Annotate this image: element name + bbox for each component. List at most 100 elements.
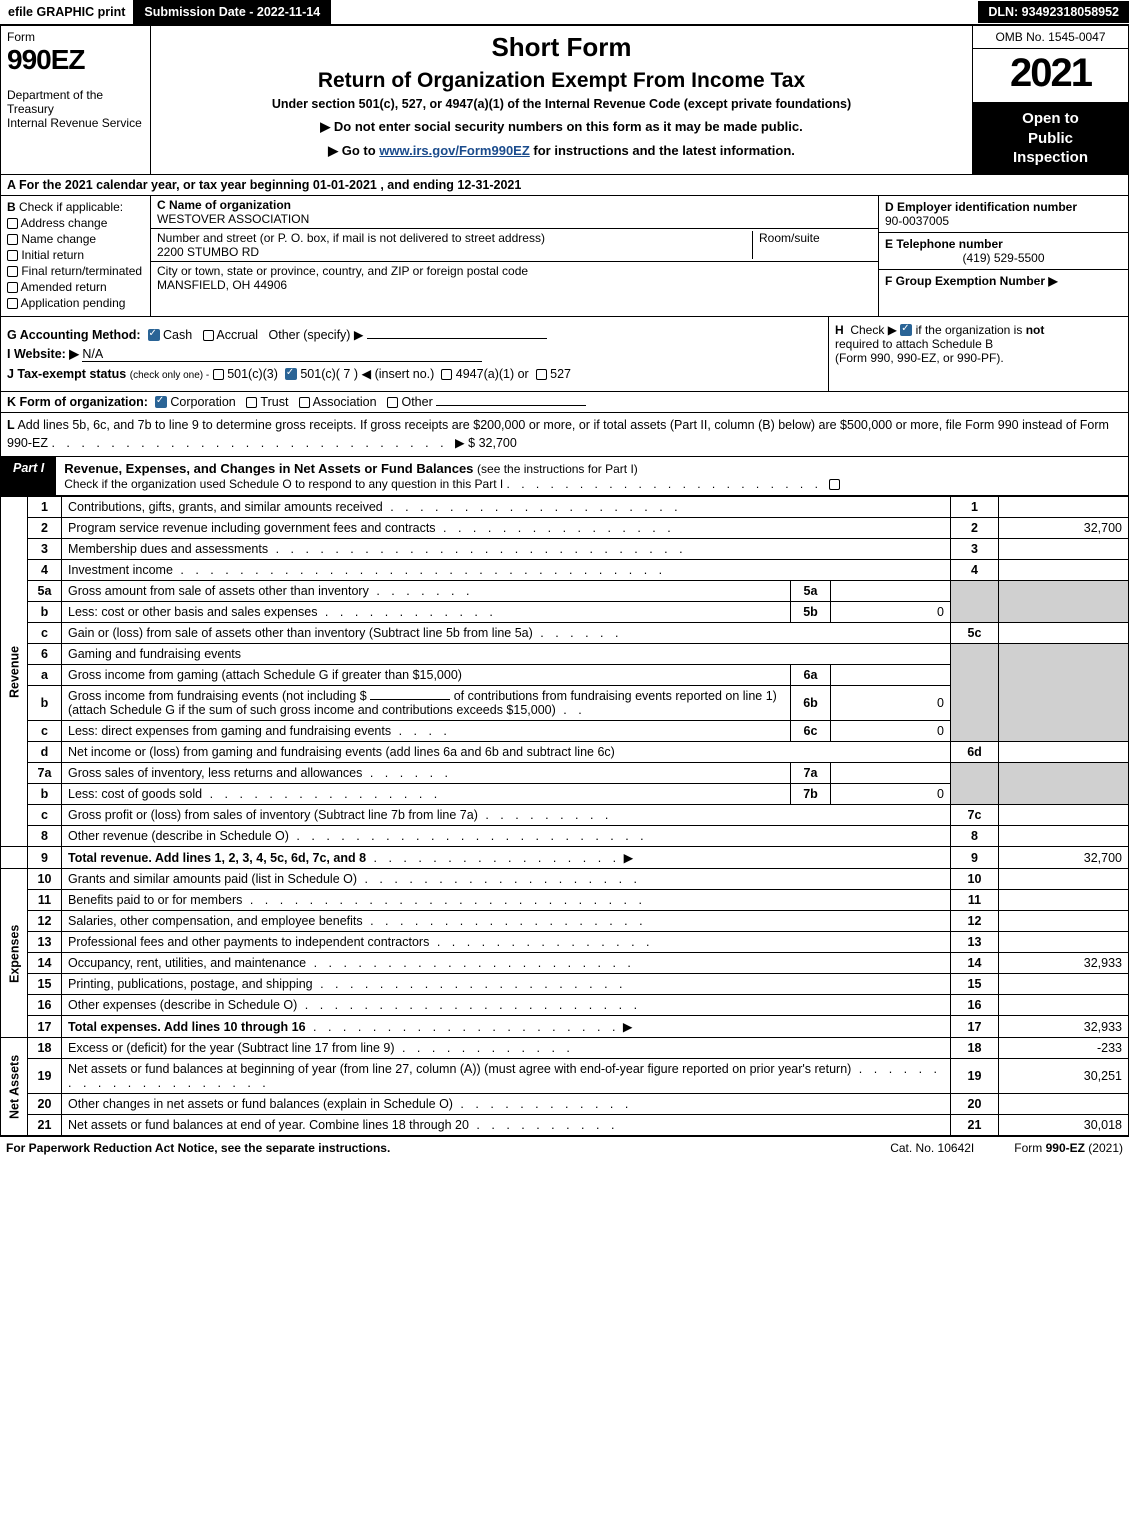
l-label: L — [7, 418, 15, 432]
box-num: 11 — [951, 890, 999, 911]
footer-right-form: 990-EZ — [1046, 1141, 1085, 1155]
shaded-cell — [951, 644, 999, 742]
check-line-text: Check if the organization used Schedule … — [64, 477, 503, 491]
amended-label: Amended return — [21, 280, 107, 294]
tax-year: 2021 — [973, 49, 1128, 103]
room-suite: Room/suite — [752, 231, 872, 259]
f-label: F Group Exemption Number ▶ — [885, 274, 1058, 288]
line-text: Contributions, gifts, grants, and simila… — [62, 497, 951, 518]
org-name-value: WESTOVER ASSOCIATION — [157, 212, 309, 226]
line-num: 13 — [28, 932, 62, 953]
table-row: 8 Other revenue (describe in Schedule O)… — [1, 826, 1129, 847]
mini-box-num: 6a — [791, 665, 831, 686]
app-pending-label: Application pending — [21, 296, 126, 310]
checkbox-icon[interactable] — [203, 330, 214, 341]
line-text: Program service revenue including govern… — [62, 518, 951, 539]
k-other-input[interactable] — [436, 405, 586, 406]
chk-amended[interactable]: Amended return — [7, 280, 144, 294]
checkbox-icon[interactable] — [213, 369, 224, 380]
checkbox-icon — [7, 298, 18, 309]
footer-mid: Cat. No. 10642I — [890, 1141, 974, 1155]
part-i-title-text: Revenue, Expenses, and Changes in Net As… — [64, 461, 473, 476]
row-k: K Form of organization: Corporation Trus… — [0, 392, 1129, 413]
chk-address-change[interactable]: Address change — [7, 216, 144, 230]
box-num: 7c — [951, 805, 999, 826]
line-num: 20 — [28, 1094, 62, 1115]
chk-final-return[interactable]: Final return/terminated — [7, 264, 144, 278]
checkbox-icon[interactable] — [299, 397, 310, 408]
box-num: 3 — [951, 539, 999, 560]
chk-name-change[interactable]: Name change — [7, 232, 144, 246]
box-num: 5c — [951, 623, 999, 644]
checkbox-icon[interactable] — [441, 369, 452, 380]
amount-cell: 30,251 — [999, 1059, 1129, 1094]
chk-app-pending[interactable]: Application pending — [7, 296, 144, 310]
dots: . . . . . . . . . . . . . . . . . . . . … — [51, 436, 455, 450]
line-num: 5a — [28, 581, 62, 602]
line-num: c — [28, 721, 62, 742]
dots: . . . . . . . . . . . . . . . . . . . . … — [507, 477, 830, 491]
h-not: not — [1026, 323, 1045, 337]
line-text: Gross profit or (loss) from sales of inv… — [62, 805, 951, 826]
line-text: Benefits paid to or for members . . . . … — [62, 890, 951, 911]
entity-block: B Check if applicable: Address change Na… — [0, 196, 1129, 317]
table-row: 2 Program service revenue including gove… — [1, 518, 1129, 539]
checkbox-icon — [7, 234, 18, 245]
line-num: 16 — [28, 995, 62, 1016]
phone-row: E Telephone number (419) 529-5500 — [879, 233, 1128, 270]
box-num: 15 — [951, 974, 999, 995]
box-num: 1 — [951, 497, 999, 518]
amount-cell — [999, 826, 1129, 847]
entity-right: D Employer identification number 90-0037… — [878, 196, 1128, 316]
line-num: 19 — [28, 1059, 62, 1094]
box-num: 13 — [951, 932, 999, 953]
checkbox-icon[interactable] — [829, 479, 840, 490]
line-num: 8 — [28, 826, 62, 847]
table-row: d Net income or (loss) from gaming and f… — [1, 742, 1129, 763]
final-return-label: Final return/terminated — [21, 264, 142, 278]
line-num: 17 — [28, 1016, 62, 1038]
checkbox-icon[interactable] — [536, 369, 547, 380]
shaded-cell — [999, 644, 1129, 742]
checkbox-icon[interactable] — [246, 397, 257, 408]
line-num: b — [28, 784, 62, 805]
table-row: 3 Membership dues and assessments . . . … — [1, 539, 1129, 560]
k-trust: Trust — [260, 395, 288, 409]
amount-cell — [999, 497, 1129, 518]
meta-right-h: H Check ▶ if the organization is not req… — [828, 317, 1128, 391]
row-a-tax-year: A For the 2021 calendar year, or tax yea… — [0, 175, 1129, 196]
amount-cell — [999, 995, 1129, 1016]
j-501c: 501(c)( 7 ) ◀ (insert no.) — [300, 367, 434, 381]
e-label: E Telephone number — [885, 237, 1003, 251]
checkbox-icon[interactable] — [387, 397, 398, 408]
k-label: K Form of organization: — [7, 395, 148, 409]
line-text: Salaries, other compensation, and employ… — [62, 911, 951, 932]
omb-number: OMB No. 1545-0047 — [973, 26, 1128, 49]
g-cash: Cash — [163, 328, 192, 342]
l-amount: 32,700 — [479, 436, 517, 450]
line-num: 6 — [28, 644, 62, 665]
header-right-column: OMB No. 1545-0047 2021 Open to Public In… — [973, 26, 1128, 174]
box-num: 10 — [951, 869, 999, 890]
table-row: Net Assets 18 Excess or (deficit) for th… — [1, 1038, 1129, 1059]
line-text: Professional fees and other payments to … — [62, 932, 951, 953]
line-text: Net assets or fund balances at beginning… — [62, 1059, 951, 1094]
line-num: 15 — [28, 974, 62, 995]
chk-initial-return[interactable]: Initial return — [7, 248, 144, 262]
irs-link[interactable]: www.irs.gov/Form990EZ — [379, 143, 530, 158]
amount-cell — [999, 890, 1129, 911]
street-value: 2200 STUMBO RD — [157, 245, 259, 259]
inline-blank[interactable] — [370, 699, 450, 700]
b-label: B — [7, 200, 16, 214]
line-num: c — [28, 623, 62, 644]
meta-block: G Accounting Method: Cash Accrual Other … — [0, 317, 1129, 392]
part-i-check-line: Check if the organization used Schedule … — [64, 477, 840, 491]
table-row: 15 Printing, publications, postage, and … — [1, 974, 1129, 995]
other-specify-input[interactable] — [367, 338, 547, 339]
table-row: c Gain or (loss) from sale of assets oth… — [1, 623, 1129, 644]
box-num: 16 — [951, 995, 999, 1016]
line-num: 10 — [28, 869, 62, 890]
h-text3: required to attach Schedule B — [835, 337, 993, 351]
table-row: Expenses 10 Grants and similar amounts p… — [1, 869, 1129, 890]
submission-date-button[interactable]: Submission Date - 2022-11-14 — [133, 0, 331, 24]
